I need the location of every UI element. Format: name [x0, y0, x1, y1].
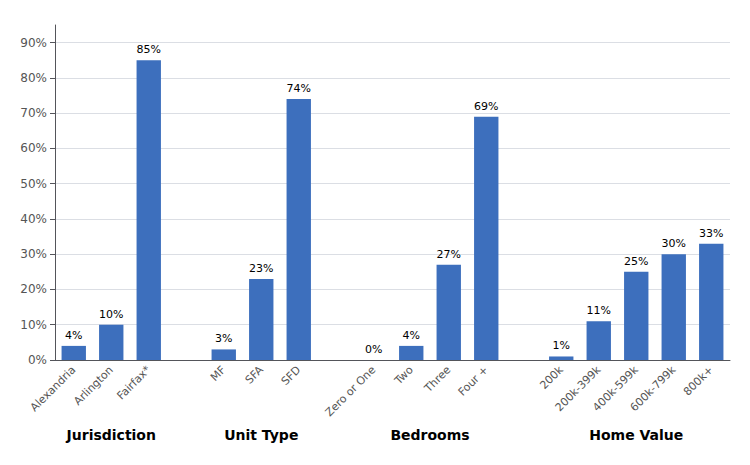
svg-text:1%: 1% — [553, 339, 570, 352]
svg-text:4%: 4% — [65, 329, 82, 342]
svg-text:10%: 10% — [99, 308, 123, 321]
svg-text:Fairfax*: Fairfax* — [114, 363, 153, 402]
svg-text:Jurisdiction: Jurisdiction — [66, 427, 156, 443]
svg-text:800k+: 800k+ — [681, 363, 716, 398]
svg-text:Zero or One: Zero or One — [323, 363, 379, 419]
svg-text:Arlington: Arlington — [71, 363, 116, 408]
svg-text:10%: 10% — [20, 318, 47, 332]
svg-text:Two: Two — [391, 363, 416, 388]
svg-text:60%: 60% — [20, 141, 47, 155]
svg-text:20%: 20% — [20, 282, 47, 296]
svg-text:25%: 25% — [624, 255, 648, 268]
svg-text:33%: 33% — [699, 227, 723, 240]
svg-text:Home Value: Home Value — [589, 427, 683, 443]
svg-text:Three: Three — [421, 363, 453, 395]
svg-text:50%: 50% — [20, 177, 47, 191]
svg-text:Four +: Four + — [456, 363, 491, 398]
svg-text:30%: 30% — [20, 247, 47, 261]
svg-text:200k-399k: 200k-399k — [552, 363, 604, 415]
svg-text:0%: 0% — [28, 353, 47, 367]
svg-text:69%: 69% — [474, 100, 498, 113]
svg-text:200k: 200k — [537, 363, 566, 392]
svg-text:Alexandria: Alexandria — [28, 363, 79, 414]
svg-text:74%: 74% — [287, 82, 311, 95]
svg-text:23%: 23% — [249, 262, 273, 275]
svg-text:70%: 70% — [20, 106, 47, 120]
svg-text:27%: 27% — [437, 248, 461, 261]
svg-text:Unit Type: Unit Type — [224, 427, 298, 443]
svg-text:4%: 4% — [403, 329, 420, 342]
svg-text:40%: 40% — [20, 212, 47, 226]
svg-text:11%: 11% — [587, 304, 611, 317]
svg-text:30%: 30% — [662, 237, 686, 250]
svg-text:SFD: SFD — [279, 363, 304, 388]
svg-text:0%: 0% — [365, 343, 382, 356]
svg-text:SFA: SFA — [243, 363, 267, 387]
svg-text:85%: 85% — [137, 43, 161, 56]
svg-text:600k-799k: 600k-799k — [628, 363, 679, 414]
svg-text:3%: 3% — [215, 332, 232, 345]
svg-text:400k-599k: 400k-599k — [590, 363, 641, 415]
svg-text:MF: MF — [208, 363, 228, 383]
svg-text:Bedrooms: Bedrooms — [390, 427, 469, 443]
svg-text:90%: 90% — [20, 36, 47, 50]
svg-text:80%: 80% — [20, 71, 47, 85]
